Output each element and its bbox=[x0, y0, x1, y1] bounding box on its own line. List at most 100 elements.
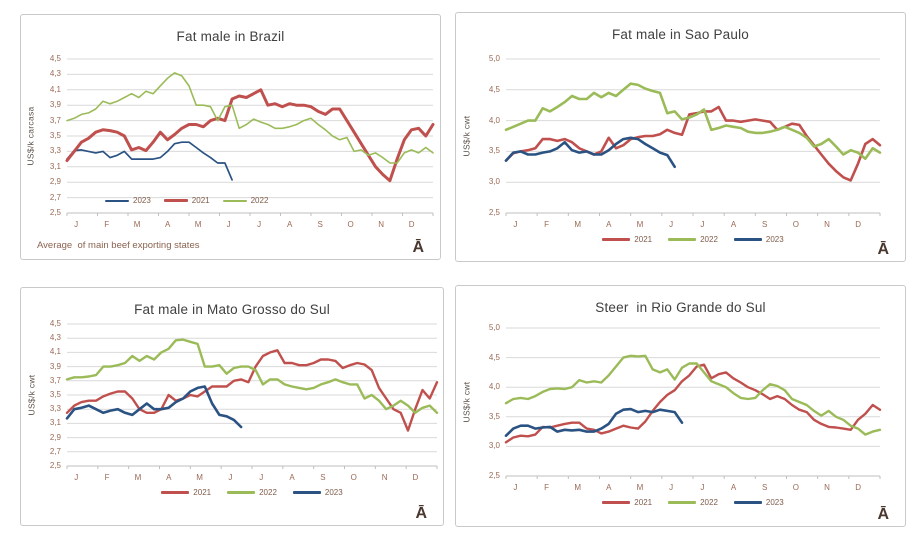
x-tick-label-month: J bbox=[669, 483, 674, 492]
chart-fat-male-in-brazil: Fat male in Brazil US$/k carcasa Average… bbox=[20, 14, 441, 260]
y-tick-label: 4,1 bbox=[49, 84, 61, 94]
legend-item-2021: 2021 bbox=[163, 196, 210, 205]
x-tick-label-month: M bbox=[134, 473, 142, 482]
y-tick-label: 2,5 bbox=[49, 461, 61, 470]
legend-line-sample bbox=[733, 238, 762, 241]
y-tick-label: 3,5 bbox=[488, 411, 500, 421]
x-tick-label-month: A bbox=[286, 220, 293, 229]
x-tick-label-month: J bbox=[74, 473, 79, 482]
legend-item-2022: 2022 bbox=[668, 235, 718, 244]
x-tick-label-month: O bbox=[350, 473, 357, 482]
legend-item-2022: 2022 bbox=[668, 498, 718, 507]
y-tick-label: 4,5 bbox=[488, 352, 500, 362]
legend-line-sample bbox=[292, 491, 321, 494]
y-tick-label: 2,5 bbox=[488, 471, 500, 480]
legend-item-2023: 2023 bbox=[105, 196, 151, 205]
legend-line-sample bbox=[668, 238, 697, 241]
plot-area bbox=[65, 58, 435, 216]
legend-label: 2023 bbox=[324, 488, 343, 497]
legend-label: 2023 bbox=[765, 235, 784, 244]
x-tick-label-month: A bbox=[606, 483, 612, 492]
x-tick-label-month: N bbox=[824, 220, 830, 229]
x-tick-label-month: D bbox=[408, 220, 415, 229]
series-line-2021 bbox=[504, 363, 882, 444]
x-tick-label-month: J bbox=[513, 483, 518, 492]
chart-title: Fat male in Mato Grosso do Sul bbox=[134, 302, 330, 317]
legend-item-2021: 2021 bbox=[161, 488, 211, 497]
legend-line-sample bbox=[222, 199, 247, 202]
x-tick-label-month: S bbox=[317, 220, 323, 229]
legend-label: 2021 bbox=[191, 196, 210, 205]
series-line-2021 bbox=[65, 88, 435, 183]
x-tick-label-month: M bbox=[194, 220, 202, 229]
y-tick-label: 2,7 bbox=[49, 192, 61, 202]
series-line-2022 bbox=[504, 354, 882, 436]
x-tick-label-month: M bbox=[196, 473, 203, 482]
x-tick-label-month: A bbox=[730, 220, 737, 229]
legend-label: 2022 bbox=[700, 235, 718, 244]
legend-line-sample bbox=[602, 501, 631, 504]
x-tick-label-month: F bbox=[104, 473, 110, 482]
y-axis-label-wrap: US$/k cwt bbox=[458, 328, 474, 476]
a-macron-logo-icon: Ā bbox=[877, 241, 889, 258]
y-tick-label: 3,3 bbox=[49, 146, 61, 156]
x-tick-label-month: M bbox=[574, 220, 582, 229]
y-tick-label: 3,9 bbox=[49, 361, 61, 371]
x-tick-label-month: J bbox=[669, 220, 674, 229]
chart-legend: 2023 2021 2022 bbox=[105, 196, 268, 205]
y-tick-label: 2,5 bbox=[488, 208, 500, 217]
chart-legend: 2021 2022 2023 bbox=[506, 498, 880, 507]
y-tick-label: 3,5 bbox=[49, 131, 61, 140]
a-macron-logo-icon: Ā bbox=[412, 239, 424, 256]
chart-title: Fat male in Sao Paulo bbox=[611, 27, 750, 42]
plot-area bbox=[504, 327, 882, 479]
legend-label: 2022 bbox=[700, 498, 718, 507]
y-tick-label: 4,5 bbox=[49, 54, 61, 63]
y-tick-label: 3,7 bbox=[49, 115, 61, 125]
chart-legend: 2021 2022 2023 bbox=[67, 488, 437, 497]
y-tick-label: 5,0 bbox=[488, 323, 500, 332]
x-tick-label-month: S bbox=[762, 483, 768, 492]
legend-line-sample bbox=[227, 491, 256, 494]
y-tick-label: 2,7 bbox=[49, 446, 61, 456]
y-tick-label: 3,0 bbox=[488, 177, 500, 187]
y-tick-label: 2,5 bbox=[49, 208, 61, 217]
x-tick-label-month: O bbox=[792, 483, 799, 492]
chart-fat-male-in-mato-grosso-do-sul: Fat male in Mato Grosso do Sul US$/k cwt… bbox=[20, 287, 444, 526]
legend-label: 2023 bbox=[133, 196, 151, 205]
y-tick-label: 3,9 bbox=[49, 100, 61, 110]
x-tick-label-month: D bbox=[855, 220, 862, 229]
x-tick-label-month: F bbox=[544, 220, 549, 229]
chart-legend: 2021 2022 2023 bbox=[506, 235, 880, 244]
y-tick-label: 4,0 bbox=[488, 382, 500, 392]
x-tick-label-month: D bbox=[855, 483, 862, 492]
y-tick-label: 3,1 bbox=[49, 418, 61, 428]
x-tick-label-month: J bbox=[259, 473, 264, 482]
x-tick-label-month: S bbox=[762, 220, 768, 229]
legend-label: 2022 bbox=[250, 196, 269, 205]
x-tick-label-month: A bbox=[289, 473, 295, 482]
x-tick-label-month: J bbox=[228, 473, 233, 482]
chart-footnote: Average of main beef exporting states bbox=[37, 240, 200, 251]
x-tick-label-month: O bbox=[347, 220, 354, 229]
y-tick-label: 2,9 bbox=[49, 177, 61, 187]
series-line-2023 bbox=[66, 141, 233, 181]
series-line-2021 bbox=[504, 105, 882, 182]
a-macron-logo-icon: Ā bbox=[877, 506, 889, 523]
legend-line-sample bbox=[733, 501, 762, 504]
series-line-2023 bbox=[504, 136, 676, 169]
y-tick-label: 3,5 bbox=[488, 146, 500, 156]
x-tick-label-month: J bbox=[700, 220, 705, 229]
legend-label: 2021 bbox=[634, 498, 653, 507]
legend-item-2022: 2022 bbox=[222, 196, 269, 205]
x-tick-label-month: N bbox=[381, 473, 388, 482]
legend-item-2023: 2023 bbox=[733, 235, 784, 244]
legend-item-2023: 2023 bbox=[733, 498, 784, 507]
x-tick-label-month: M bbox=[574, 483, 582, 492]
y-tick-label: 3,5 bbox=[49, 390, 61, 399]
a-macron-logo-icon: Ā bbox=[415, 505, 427, 522]
series-line-2022 bbox=[504, 82, 882, 161]
legend-line-sample bbox=[163, 199, 188, 202]
x-tick-label-month: J bbox=[74, 220, 79, 229]
